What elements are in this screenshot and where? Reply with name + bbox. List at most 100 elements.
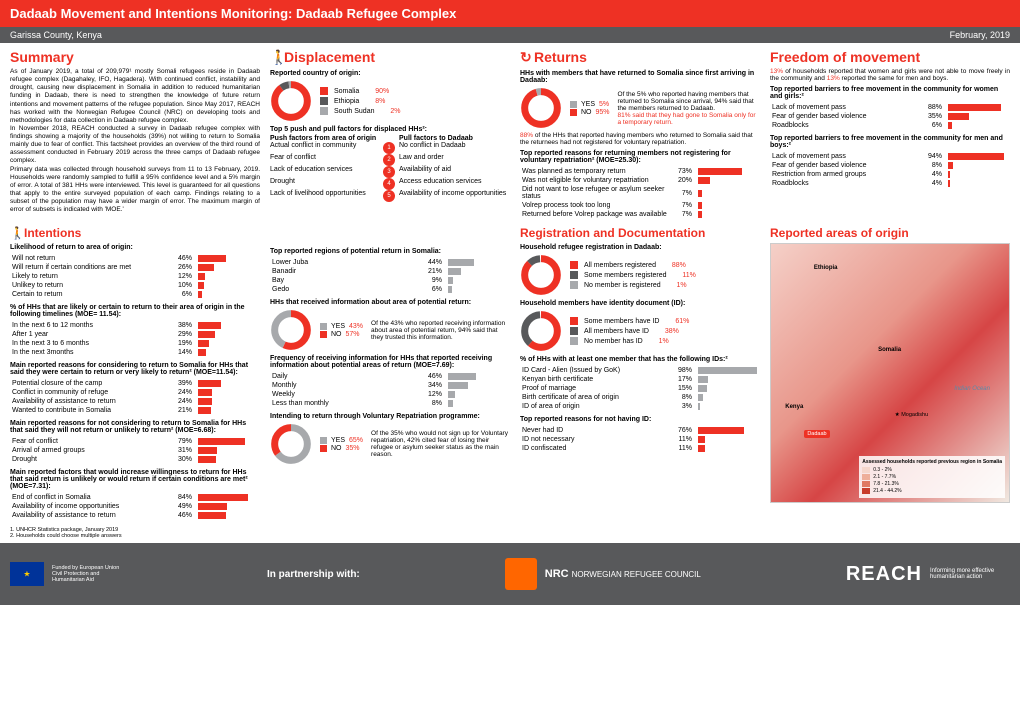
nrc-logo-icon [505,558,537,590]
location-text: Garissa County, Kenya [10,30,102,40]
legend-swatch [570,109,577,116]
freedom-men-head: Top reported barriers to free movement i… [770,135,1010,149]
legend-swatch [320,107,328,115]
volrep-donut [270,423,312,465]
freedom-col: Freedom of movement 13% of households re… [770,49,1010,220]
displacement-heading: 🚶Displacement [270,49,510,66]
bar-row: Less than monthly8% [272,400,508,407]
bar-row: Banadir21% [272,268,508,275]
returns-icon: ↻ [520,49,534,66]
intent-h5: Main reported factors that would increas… [10,469,260,490]
freq-head: Frequency of receiving information for H… [270,355,510,369]
bar-row: Unlikey to return10% [12,282,258,289]
reasons-yes-table: Potential closure of the camp39%Conflict… [10,378,260,416]
bar-row: Proof of marriage15% [522,385,758,392]
timelines-table: In the next 6 to 12 months38%After 1 yea… [10,320,260,358]
bar-row: Will not return46% [12,255,258,262]
regdoc-heading: Registration and Documentation [520,226,760,240]
returns-col: ↻Returns HHs with members that have retu… [520,49,760,220]
eu-logo-block: Funded by European Union Civil Protectio… [10,562,122,586]
origin-map: Somalia Ethiopia Kenya Indian Ocean Dada… [770,243,1010,503]
footnotes: 1. UNHCR Statistics package, January 201… [10,527,1010,539]
intent-h2: % of HHs that are likely or certain to r… [10,304,260,318]
bar-row: Fear of conflict79% [12,438,258,445]
bar-row: Did not want to lose refugee or asylum s… [522,186,758,200]
returns-reasons-table: Was planned as temporary return73% Was no… [520,166,760,220]
pushpull-row: Lack of livelihood opportunities5Availab… [270,190,510,202]
bar-row: Fear of gender based violence35% [772,113,1008,120]
id-donut [520,310,562,352]
legend-swatch [320,331,327,338]
bar-row: Gedo6% [272,286,508,293]
bar-row: Fear of gender based violence8% [772,162,1008,169]
intent-h1: Likelihood of return to area of origin: [10,244,260,251]
map-legend-row: 21.4 - 44.2% [862,488,1002,494]
bar-row: Kenyan birth certificate17% [522,376,758,383]
map-legend-row: 2.1 - 7.7% [862,474,1002,480]
map-col: Reported areas of origin Somalia Ethiopi… [770,226,1010,521]
ids-h3: % of HHs with at least one member that h… [520,356,760,363]
bar-row: After 1 year29% [12,331,258,338]
legend-row: All members registered 88% [570,261,696,269]
women-barriers-table: Lack of movement pass88% Fear of gender b… [770,102,1010,131]
bar-row: Birth certificate of area of origin8% [522,394,758,401]
returns-h2: 88% of the HHs that reported having memb… [520,132,760,146]
bar-row: Wanted to contribute in Somalia21% [12,407,258,414]
bar-row: ID not necessary11% [522,436,758,443]
bar-row: Will return if certain conditions are me… [12,264,258,271]
reasons-no-table: Fear of conflict79%Arrival of armed grou… [10,436,260,465]
main-content: Summary As of January 2019, a total of 2… [0,43,1020,543]
info-head: HHs that received information about area… [270,299,510,306]
volrep-sidetext: Of the 35% who would not sign up for Vol… [371,430,510,458]
legend-row: Some members have ID 61% [570,317,689,325]
pushpull-row: Fear of conflict2Law and order [270,154,510,166]
legend-swatch [570,101,577,108]
footer-bar: Funded by European Union Civil Protectio… [0,543,1020,605]
bar-row: Was planned as temporary return73% [522,168,758,175]
bar-row: Availability of assistance to return24% [12,398,258,405]
subheader-bar: Garissa County, Kenya February, 2019 [0,27,1020,43]
reg-legend: All members registered 88%Some members r… [570,261,696,289]
reg-donut [520,254,562,296]
likelihood-table: Will not return46% Will return if certain… [10,253,260,300]
bar-row: Daily46% [272,373,508,380]
bar-row: Bay9% [272,277,508,284]
regions-head: Top reported regions of potential return… [270,248,510,255]
info-sidetext: Of the 43% who reported receiving inform… [371,320,510,341]
bar-row: Drought30% [12,456,258,463]
nrc-logo-block: NRC NORWEGIAN REFUGEE COUNCIL [505,558,701,590]
displacement-col: 🚶Displacement Reported country of origin… [270,49,510,220]
bar-row: Lack of movement pass88% [772,104,1008,111]
bar-row: Never had ID76% [522,427,758,434]
freq-table: Daily46%Monthly34%Weekly12%Less than mon… [270,371,510,409]
regdoc-col: Registration and Documentation Household… [520,226,760,521]
bar-row: Availability of income opportunities49% [12,503,258,510]
bar-row: Monthly34% [272,382,508,389]
id-h2: Household members have identity document… [520,300,760,307]
noid-h4: Top reported reasons for not having ID: [520,416,760,423]
eu-flag-icon [10,562,44,586]
legend-swatch [320,445,327,452]
summary-heading: Summary [10,49,260,65]
bar-row: Roadblocks6% [772,122,1008,129]
legend-swatch [320,437,327,444]
freedom-intro: 13% of households reported that women an… [770,68,1010,82]
bar-row: Was not eligible for voluntary repatriat… [522,177,758,184]
partner-text: In partnership with: [267,569,360,580]
page-title: Dadaab Movement and Intentions Monitorin… [10,6,1010,21]
bar-row: In the next 3months14% [12,349,258,356]
bar-row: ID confiscated11% [522,445,758,452]
intentions-col2: Top reported regions of potential return… [270,226,510,521]
intentions-heading: 🚶Intentions [10,226,260,240]
bar-row: Lower Juba44% [272,259,508,266]
intentions-col: 🚶Intentions Likelihood of return to area… [10,226,260,521]
willingness-table: End of conflict in Somalia84%Availabilit… [10,492,260,521]
returns-h3: Top reported reasons for returning membe… [520,150,760,164]
intent-h4: Main reported reasons for not considerin… [10,420,260,434]
legend-row: No member is registered 1% [570,281,696,289]
pushpull-head: Top 5 push and pull factors for displace… [270,126,510,133]
date-text: February, 2019 [950,30,1010,40]
returns-h1: HHs with members that have returned to S… [520,70,760,84]
reach-logo-block: REACH Informing more effective humanitar… [846,563,1010,586]
men-barriers-table: Lack of movement pass94%Fear of gender b… [770,151,1010,189]
